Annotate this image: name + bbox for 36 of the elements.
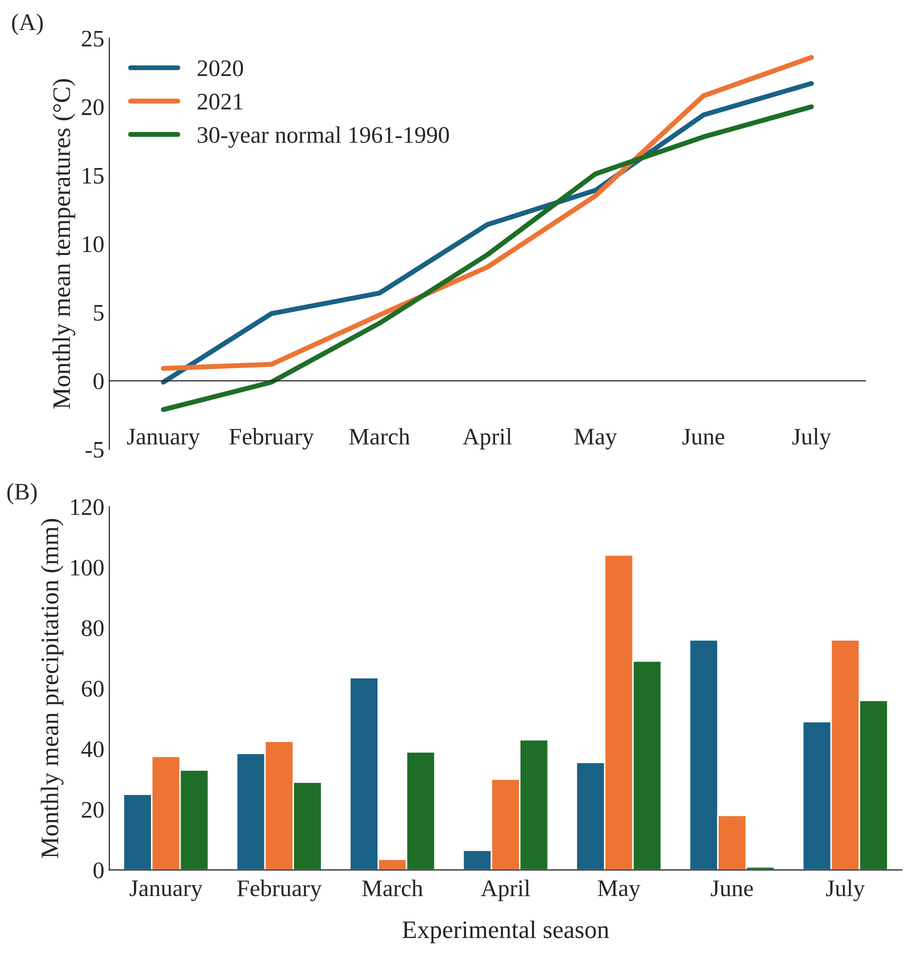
legend-label: 2020 (198, 60, 244, 76)
x-tick-label: March (362, 880, 423, 896)
y-axis-title: Monthly mean temperatures (°C) (52, 79, 76, 409)
y-tick-label: 20 (82, 802, 104, 818)
y-tick-label: 10 (82, 236, 104, 252)
x-tick-label: March (349, 428, 410, 445)
y-tick-label: 0 (94, 373, 104, 390)
x-tick-label: April (462, 428, 512, 450)
x-tick-label: June (710, 880, 753, 896)
y-tick-label: 40 (81, 741, 104, 758)
x-tick-label: January (127, 428, 200, 450)
y-tick-label: 60 (82, 680, 104, 697)
text: (A) (12, 14, 43, 36)
x-tick-label: April (480, 880, 530, 902)
x-tick-label: July (826, 880, 865, 902)
y-tick-label: 15 (82, 168, 104, 184)
x-axis-title: Experimental season (402, 920, 610, 944)
x-tick-label: February (229, 428, 314, 450)
y-tick-label: -5 (86, 442, 104, 458)
y-tick-label: 20 (82, 99, 104, 116)
y-tick-label: 80 (82, 620, 104, 636)
y-axis-title: Monthly mean precipitation (mm) (40, 518, 64, 858)
x-tick-label: July (792, 428, 832, 450)
y-tick-label: 25 (82, 30, 104, 47)
x-tick-label: May (598, 880, 640, 902)
x-tick-label: May (574, 428, 617, 450)
legend-label: 2021 (198, 94, 242, 110)
x-tick-label: June (682, 428, 724, 445)
y-tick-label: 100 (71, 560, 104, 576)
x-tick-label: February (237, 880, 322, 902)
y-tick-label: 5 (94, 305, 104, 321)
text: (B) (7, 483, 37, 504)
legend-label: 30-year normal 1961-1990 (198, 126, 449, 148)
x-tick-label: January (130, 880, 203, 902)
y-tick-label: 0 (94, 862, 104, 878)
y-tick-label: 120 (71, 499, 104, 516)
